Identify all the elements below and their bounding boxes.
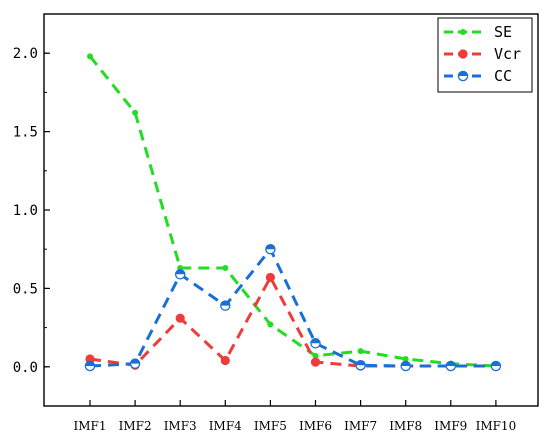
axis-ticks: 0.0 0.5 1.0 1.5 2.0 IMF1 IMF2 IMF3 IMF4 IMF5 IMF6 I… bbox=[13, 13, 517, 433]
x-tick-label: IMF8 bbox=[389, 419, 422, 433]
legend-label: CC bbox=[494, 67, 512, 85]
data-point bbox=[265, 243, 276, 255]
series-line bbox=[89, 274, 496, 368]
data-point bbox=[267, 321, 274, 328]
legend-label: Vcr bbox=[494, 45, 521, 63]
y-tick-label: 2.0 bbox=[13, 46, 38, 62]
legend-entry: Vcr bbox=[444, 45, 521, 63]
x-tick-label: IMF9 bbox=[434, 419, 467, 433]
data-point bbox=[84, 360, 96, 372]
data-point bbox=[310, 357, 321, 367]
data-point bbox=[129, 358, 141, 369]
series-cc bbox=[84, 243, 502, 372]
x-tick-label: IMF3 bbox=[164, 419, 197, 433]
data-point bbox=[174, 269, 186, 280]
data-point bbox=[222, 265, 229, 272]
y-tick-label: 1.5 bbox=[13, 125, 38, 141]
legend-entry: CC bbox=[444, 67, 512, 85]
x-tick-label: IMF2 bbox=[119, 419, 152, 433]
y-tick-label: 0.5 bbox=[13, 281, 38, 297]
series-vcr bbox=[85, 272, 501, 371]
data-point bbox=[445, 360, 457, 372]
data-point bbox=[175, 313, 185, 323]
x-tick-label: IMF7 bbox=[344, 419, 377, 433]
legend-entry: SE bbox=[444, 23, 512, 41]
legend-marker bbox=[457, 70, 469, 82]
data-point bbox=[85, 354, 95, 364]
y-tick-label: 0.0 bbox=[13, 360, 38, 376]
data-point bbox=[357, 348, 364, 355]
y-tick-label: 1.0 bbox=[13, 203, 38, 219]
legend-box bbox=[437, 17, 533, 93]
series-line bbox=[88, 55, 496, 368]
data-point bbox=[220, 355, 230, 366]
data-point bbox=[355, 359, 366, 371]
data-point bbox=[132, 109, 139, 116]
legend-label: SE bbox=[494, 23, 512, 41]
legend-marker bbox=[460, 29, 466, 35]
data-point bbox=[402, 355, 409, 362]
data-point bbox=[310, 338, 321, 349]
x-tick-label: IMF10 bbox=[476, 419, 517, 433]
data-point bbox=[87, 53, 93, 60]
legend: SE Vcr CC bbox=[437, 17, 533, 93]
x-tick-label: IMF5 bbox=[254, 419, 287, 433]
data-point bbox=[312, 352, 319, 359]
legend-marker bbox=[458, 49, 468, 59]
data-point bbox=[490, 360, 502, 372]
data-point bbox=[265, 272, 275, 283]
series-line bbox=[89, 246, 496, 368]
x-tick-label: IMF4 bbox=[209, 419, 242, 433]
data-point bbox=[400, 360, 411, 372]
x-tick-label: IMF1 bbox=[74, 419, 107, 433]
x-tick-label: IMF6 bbox=[299, 419, 332, 433]
series-layer bbox=[84, 53, 502, 372]
data-point bbox=[220, 300, 231, 311]
